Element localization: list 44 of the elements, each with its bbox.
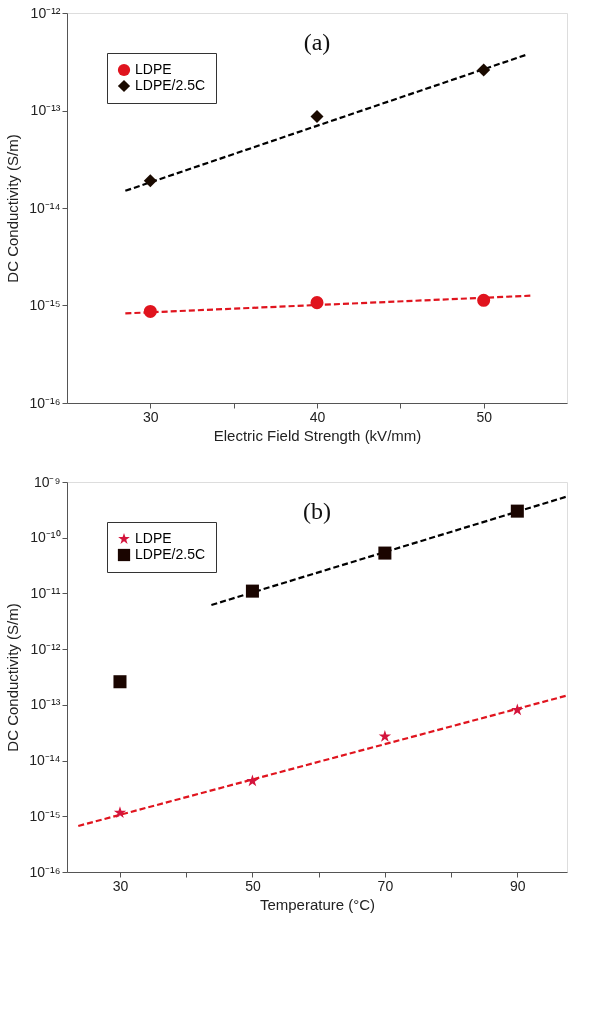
- y-axis-title: DC Conductivity (S/m): [4, 134, 22, 283]
- point: [310, 296, 324, 310]
- y-tick-label: 10⁻¹⁴: [29, 199, 61, 216]
- x-tick-label: 50: [476, 408, 493, 425]
- y-tick-label: 10⁻⁹: [33, 473, 61, 490]
- point: [113, 675, 127, 689]
- x-tick-label: 70: [377, 877, 394, 894]
- point: [113, 806, 127, 818]
- x-tick-label: 30: [143, 408, 159, 425]
- x-tick-label: 90: [510, 877, 526, 894]
- annotation: (b): [303, 498, 331, 524]
- x-axis-title: Electric Field Strength (kV/mm): [213, 426, 422, 444]
- x-tick-label: 40: [309, 408, 326, 425]
- y-tick-label: 10⁻¹⁶: [29, 863, 61, 880]
- point: [511, 703, 524, 716]
- legend-label: LDPE/2.5C: [135, 546, 206, 562]
- y-tick-label: 10⁻¹⁶: [29, 394, 61, 411]
- point: [310, 109, 324, 123]
- point: [143, 174, 157, 188]
- y-tick-label: 10⁻¹¹: [30, 584, 61, 601]
- y-axis-title: DC Conductivity (S/m): [4, 603, 22, 752]
- annotation: (a): [303, 29, 331, 55]
- point: [477, 293, 491, 307]
- point: [378, 546, 392, 560]
- y-tick-label: 10⁻¹⁵: [29, 807, 61, 824]
- point: [477, 63, 491, 77]
- legend-label: LDPE/2.5C: [135, 77, 206, 93]
- y-tick-label: 10⁻¹²: [30, 4, 61, 21]
- legend-label: LDPE: [135, 61, 172, 77]
- point: [143, 304, 157, 318]
- y-tick-label: 10⁻¹⁵: [29, 297, 61, 313]
- x-axis-title: Temperature (°C): [259, 895, 376, 913]
- x-tick-label: 30: [112, 877, 129, 894]
- x-tick-label: 50: [245, 877, 261, 894]
- point: [510, 504, 524, 518]
- point: [378, 730, 392, 742]
- y-tick-label: 10⁻¹²: [30, 640, 61, 657]
- point: [246, 774, 259, 787]
- y-tick-label: 10⁻¹³: [30, 102, 61, 118]
- y-tick-label: 10⁻¹⁴: [29, 752, 61, 769]
- legend-label: LDPE: [135, 530, 172, 546]
- y-tick-label: 10⁻¹⁰: [30, 529, 61, 546]
- y-tick-label: 10⁻¹³: [30, 696, 61, 713]
- point: [245, 584, 259, 598]
